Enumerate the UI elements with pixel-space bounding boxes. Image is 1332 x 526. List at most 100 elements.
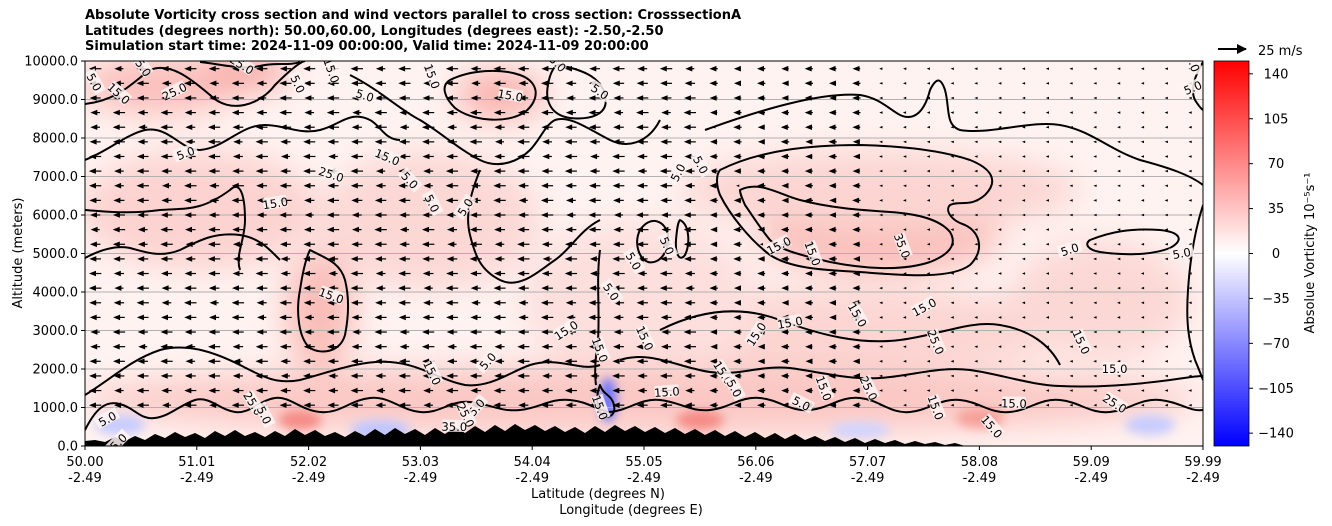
wind-arrow-head [757,139,765,145]
wind-arrow-head [804,387,812,394]
contour-label-bg [397,166,423,193]
wind-arrow-head [137,256,145,262]
wind-arrow-head [1045,360,1049,363]
contour-label-group: 15.0 [262,194,289,212]
wind-arrow-head [185,139,193,145]
wind-arrow-head [974,140,978,144]
wind-arrow-head [89,358,97,365]
wind-arrow-head [541,241,549,248]
wind-arrow-head [350,65,358,72]
wind-arrow-head [1140,125,1145,129]
wind-arrow-head [136,182,144,189]
wind-arrow-head [974,345,978,348]
contour-label-bg [590,336,611,363]
wind-arrow-head [280,387,288,394]
wind-arrow-head [1164,140,1168,144]
wind-arrow-head [565,124,573,130]
wind-arrow-head [184,182,192,189]
wind-arrow-head [374,124,382,130]
contour-label-group: 15.0 [496,86,524,104]
wind-arrow-head [399,139,406,145]
wind-arrow-head [709,197,717,204]
contour-label-bg [723,374,747,402]
wind-arrow-head [160,139,168,145]
wind-arrow-head [160,153,168,160]
wind-arrow-head [351,124,359,130]
wind-arrow-head [422,212,430,218]
title-line-2: Latitudes (degrees north): 50.00,60.00, … [85,23,664,39]
wind-arrow-head [926,316,930,319]
wind-arrow-head [781,212,789,218]
wind-arrow-head [1117,243,1121,246]
wind-arrow-head [375,270,383,277]
x-tick-label-lat: 54.04 [514,455,551,470]
wind-arrow-head [684,373,692,379]
wind-arrow-head [138,124,146,130]
wind-arrow-head [136,373,144,379]
wind-arrow-head [709,285,717,291]
wind-arrow-head [161,168,169,174]
wind-arrow-head [588,226,596,233]
wind-arrow-head [1022,316,1026,319]
wind-arrow-head [517,124,525,130]
wind-arrow-head [517,226,525,233]
wind-arrow-head [1117,213,1121,217]
wind-arrow-head [685,168,693,174]
wind-arrow-head [328,387,336,394]
wind-arrow-head [804,109,812,116]
wind-arrow-head [1140,389,1145,392]
wind-arrow-head [828,358,836,365]
wind-arrow-head [613,124,621,130]
wind-arrow-head [518,80,526,87]
wind-arrow-head [660,256,668,262]
wind-arrow-head [589,182,596,189]
wind-arrow-head [375,80,383,87]
wind-arrow-head [879,228,883,231]
contour-label-bg [979,413,1005,440]
wind-arrow-head [998,155,1002,158]
contour-label-bg [1102,362,1127,374]
wind-arrow-head [161,285,169,291]
wind-arrow-head [828,285,836,291]
wind-arrow-head [828,153,836,160]
wind-arrow-head [1021,82,1026,85]
wind-arrow-head [903,96,907,100]
colorbar-tick-label: 35 [1268,202,1285,217]
wind-arrow-head [1188,184,1192,187]
colorbar-label: Absolue Vorticity 10⁻⁵s⁻¹ [1303,173,1318,334]
wind-arrow-head [184,95,192,101]
wind-arrow-head [805,124,812,130]
wind-arrow-head [685,387,693,394]
wind-arrow-head [974,213,978,217]
wind-arrow-head [469,373,477,379]
wind-arrow-head [88,285,96,291]
contour-label-bg [542,61,569,74]
wind-arrow-head [589,358,597,365]
wind-arrow-head [1188,169,1192,173]
wind-arrow-head [112,329,120,335]
wind-arrow-head [1188,403,1192,407]
wind-arrow-head [327,139,335,145]
wind-arrow-head [564,373,572,379]
wind-arrow-head [90,329,98,335]
x-tick-label-lon: -2.49 [1074,471,1108,486]
wind-arrow-head [1022,360,1026,363]
wind-arrow-head [208,373,215,379]
x-tick-label-lat: 52.02 [290,455,327,470]
y-axis: 0.0 1000.0 2000.0 3000.0 4000.0 5000.0 6000.0 7… [24,55,85,455]
wind-arrow-head [757,314,765,321]
wind-arrow-head [326,226,334,233]
wind-arrow-head [113,373,121,379]
wind-arrow-head [612,373,620,379]
wind-arrow-head [1022,125,1026,129]
wind-arrow-head [757,285,764,291]
wind-arrow-head [470,212,478,218]
wind-arrow-head [422,241,429,248]
contour-label-group: 5.0 [1168,244,1195,262]
wind-arrow-head [852,109,860,116]
wind-arrow-head [1188,345,1192,348]
wind-arrow-head [1140,228,1145,231]
wind-arrow-head [804,300,812,306]
wind-arrow-head [398,300,406,306]
